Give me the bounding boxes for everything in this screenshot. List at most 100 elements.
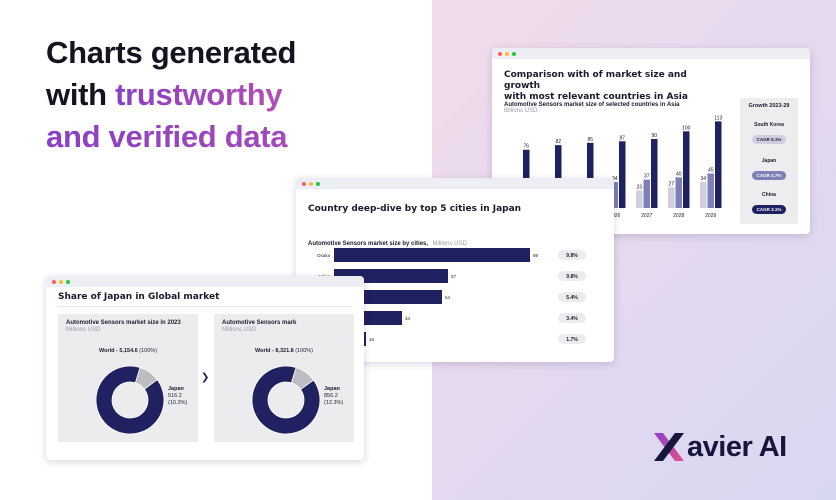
share-panel-forecast: Automotive Sensors mark Millions USD Wor… xyxy=(214,314,354,442)
japan-value: 856.2 xyxy=(324,393,338,399)
growth-pill xyxy=(558,250,586,260)
cagr-badge: CAGR 4.7% xyxy=(751,171,787,180)
bar-data-label: 76 xyxy=(523,144,529,150)
japan-pct: (12.3%) xyxy=(324,400,344,406)
world-value: 5,154.6 xyxy=(119,348,138,354)
cagr-badge: CAGR 3.1% xyxy=(751,205,787,214)
world-value: 8,321.8 xyxy=(275,348,294,354)
growth-pill-label: 3.4% xyxy=(566,316,578,322)
x-tick-label: 2026 xyxy=(609,213,620,219)
x-tick-label: 2028 xyxy=(673,213,684,219)
bar-2027-s0 xyxy=(636,190,643,208)
growth-item-japan: Japan CAGR 4.7% xyxy=(740,158,798,182)
world-label-text: World - xyxy=(255,348,276,354)
headline-line-2-prefix: with xyxy=(46,77,116,112)
maximize-dot-icon[interactable] xyxy=(512,51,516,56)
world-pct: (100%) xyxy=(295,348,313,354)
asia-title-line-1: Comparison with of market size and growt… xyxy=(504,70,687,91)
bar-data-label: 34 xyxy=(612,176,618,182)
x-logo-icon xyxy=(654,433,684,461)
x-tick-label: 2029 xyxy=(705,213,716,219)
bar-2024-s2 xyxy=(555,145,562,208)
minimize-dot-icon[interactable] xyxy=(309,181,313,186)
bar-data-label: 23 xyxy=(636,184,642,190)
bar-data-label: 82 xyxy=(555,139,561,145)
close-dot-icon[interactable] xyxy=(52,279,56,284)
japan-share-window: Share of Japan in Global market Automoti… xyxy=(46,276,364,460)
bar-2029-s1 xyxy=(707,173,714,208)
close-dot-icon[interactable] xyxy=(498,51,502,56)
asia-title-line-2: with most relevant countries in Asia xyxy=(504,92,688,102)
chevron-right-icon: ❯ xyxy=(201,372,210,383)
growth-item-china: China CAGR 3.1% xyxy=(740,192,798,216)
bar-data-label: 40 xyxy=(676,171,682,177)
close-dot-icon[interactable] xyxy=(302,181,306,186)
japan-cities-window: Country deep-dive by top 5 cities in Jap… xyxy=(296,178,614,362)
headline-line-2: with trustworthy xyxy=(46,74,426,116)
bar-2027-s1 xyxy=(643,179,650,208)
share-panel-2023: Automotive Sensors market size in 2023 M… xyxy=(58,314,198,442)
panel-title: Automotive Sensors market size in 2023 xyxy=(66,320,181,326)
bar-2025-s2 xyxy=(587,142,594,208)
city-bar-osaka xyxy=(334,248,530,262)
growth-pill xyxy=(558,334,586,344)
growth-pill-label: 9.8% xyxy=(566,274,578,280)
city-label: Osaka xyxy=(317,253,331,258)
panel-title: Automotive Sensors mark xyxy=(222,320,297,326)
window-titlebar xyxy=(46,276,364,287)
cities-window-title: Country deep-dive by top 5 cities in Jap… xyxy=(308,204,522,214)
japan-value: 516.2 xyxy=(168,393,182,399)
headline-line-1: Charts generated xyxy=(46,35,297,70)
bar-2028-s1 xyxy=(675,177,682,208)
panel-unit: Millions USD xyxy=(66,327,101,333)
world-label-text: World - xyxy=(99,348,120,354)
city-bar-value: 34 xyxy=(405,316,411,321)
city-bar-value: 57 xyxy=(451,274,457,279)
japan-label: Japan 516.2 (10.3%) xyxy=(168,386,187,407)
donut-slice-rest-of-world xyxy=(251,365,321,435)
window-titlebar xyxy=(296,178,614,189)
growth-item-south-korea: South Korea CAGR 5.1% xyxy=(740,122,798,146)
growth-country-label: South Korea xyxy=(754,122,784,128)
donut-chart-2023 xyxy=(95,365,165,435)
bar-2026-s1 xyxy=(611,181,618,208)
bar-data-label: 113 xyxy=(714,115,722,121)
maximize-dot-icon[interactable] xyxy=(316,181,320,186)
japan-name: Japan xyxy=(324,386,340,392)
bar-data-label: 34 xyxy=(700,176,706,182)
share-window-title: Share of Japan in Global market xyxy=(58,292,220,302)
minimize-dot-icon[interactable] xyxy=(59,279,63,284)
bar-data-label: 90 xyxy=(651,133,657,139)
city-bar-value: 54 xyxy=(445,295,451,300)
minimize-dot-icon[interactable] xyxy=(505,51,509,56)
bar-data-label: 45 xyxy=(708,168,714,174)
bar-data-label: 85 xyxy=(587,137,593,143)
bar-data-label: 27 xyxy=(668,181,674,187)
bar-2029-s0 xyxy=(700,181,707,208)
growth-pill-label: 5.4% xyxy=(566,295,578,301)
world-label: World - 5,154.6 (100%) xyxy=(66,348,190,354)
growth-pill xyxy=(558,292,586,302)
growth-panel-title: Growth 2023-29 xyxy=(748,103,790,109)
bar-2028-s2 xyxy=(683,131,690,208)
asia-chart-header: Automotive Sensors market size of select… xyxy=(504,102,680,114)
city-bar-value: 98 xyxy=(533,253,539,258)
bar-data-label: 87 xyxy=(619,135,625,141)
donut-chart-forecast xyxy=(251,365,321,435)
logo-wordmark: avier AI xyxy=(687,430,787,463)
maximize-dot-icon[interactable] xyxy=(66,279,70,284)
cities-chart-unit: Millions USD xyxy=(432,241,467,247)
world-label: World - 8,321.8 (100%) xyxy=(222,348,346,354)
xavier-ai-logo: avier AI xyxy=(652,430,787,464)
bar-data-label: 100 xyxy=(682,125,691,131)
growth-country-label: China xyxy=(762,192,776,198)
asia-chart-unit: Billions USD xyxy=(504,108,538,114)
divider xyxy=(58,306,352,307)
bar-2026-s2 xyxy=(619,141,626,208)
city-bar-value: 16 xyxy=(369,337,375,342)
bar-2027-s2 xyxy=(651,139,658,208)
donut-slice-rest-of-world xyxy=(95,365,165,435)
headline: Charts generated with trustworthy and ve… xyxy=(46,32,426,158)
headline-line-3: and verified data xyxy=(46,116,426,158)
panel-unit: Millions USD xyxy=(222,327,257,333)
